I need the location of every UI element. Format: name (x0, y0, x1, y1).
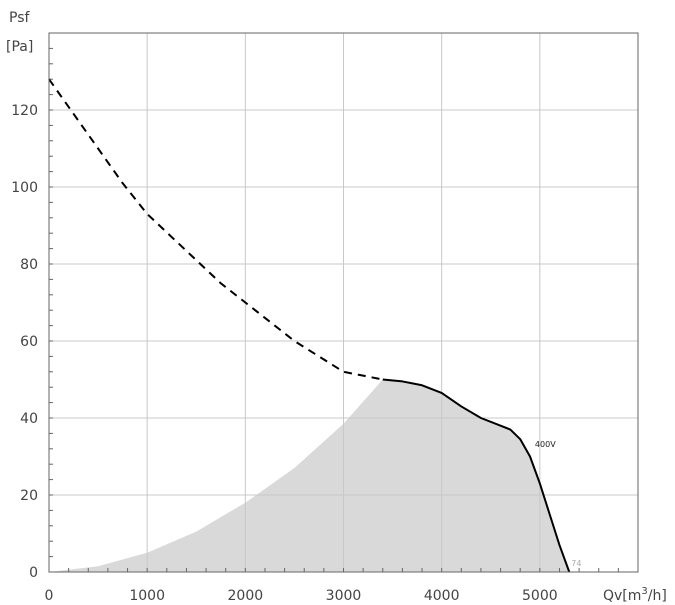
annotations-group: 400V 74 (535, 440, 582, 568)
series-label-400v: 400V (535, 440, 556, 449)
y-tick-labels: 0 20 40 60 80 100 120 (11, 103, 38, 581)
y-tick-label-80: 80 (20, 257, 38, 273)
shaded-area-group (49, 379, 570, 572)
x-tick-label-4000: 4000 (424, 588, 460, 604)
end-point-label: 74 (571, 559, 581, 568)
x-axis-title-superscript: 3 (641, 586, 647, 597)
series-curve-0 (382, 378, 571, 573)
y-tick-label-120: 120 (11, 103, 38, 119)
y-axis-title-line2: [Pa] (6, 39, 33, 55)
x-tick-label-1000: 1000 (129, 588, 165, 604)
y-tick-label-0: 0 (29, 565, 38, 581)
plot-frame (48, 32, 639, 573)
x-tick-label-0: 0 (45, 588, 54, 604)
x-tick-label-2000: 2000 (228, 588, 264, 604)
curves-group (48, 78, 571, 573)
y-tick-label-20: 20 (20, 488, 38, 504)
x-tick-label-3000: 3000 (326, 588, 362, 604)
x-axis-title: Qv[m3/h] (603, 586, 667, 604)
y-tick-label-40: 40 (20, 411, 38, 427)
x-tick-label-5000: 5000 (522, 588, 558, 604)
x-tick-labels: 0 1000 2000 3000 4000 5000 (45, 588, 558, 604)
operating-area (49, 379, 570, 572)
y-tick-label-100: 100 (11, 180, 38, 196)
y-tick-label-60: 60 (20, 334, 38, 350)
y-axis-title-line1: Psf (9, 10, 30, 26)
x-axis-title-end: /h] (648, 588, 667, 604)
x-axis-title-main: Qv[m (603, 588, 641, 604)
dashed-curve (48, 78, 383, 381)
